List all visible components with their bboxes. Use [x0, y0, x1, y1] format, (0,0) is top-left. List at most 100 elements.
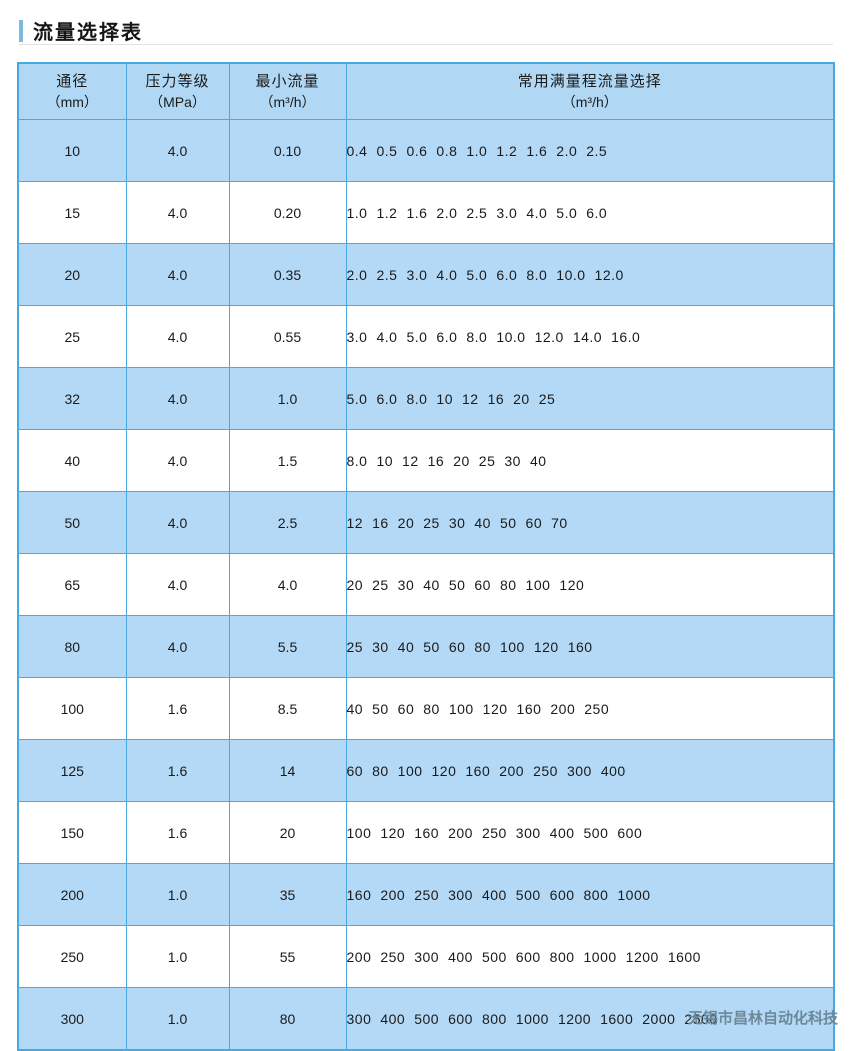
range-value: 16	[427, 452, 445, 469]
column-header-diameter-label: 通径	[56, 72, 89, 90]
range-value: 10	[376, 452, 394, 469]
range-value: 1000	[617, 886, 651, 903]
range-value: 500	[583, 824, 609, 841]
range-value: 300	[414, 948, 440, 965]
range-value: 5.0	[346, 390, 368, 407]
range-value: 160	[465, 762, 491, 779]
range-value: 500	[481, 948, 507, 965]
range-value: 20	[513, 390, 530, 407]
range-value: 2500	[684, 1010, 718, 1027]
column-header-range-unit: （m³/h）	[561, 93, 618, 110]
column-header-min-flow-label: 最小流量	[255, 72, 320, 90]
range-value: 1.6	[526, 142, 548, 159]
page-title: 流量选择表	[33, 22, 143, 44]
range-value: 120	[533, 638, 559, 655]
range-value: 60	[525, 514, 543, 531]
cell-min-flow: 0.10	[228, 119, 347, 182]
range-value: 2.0	[436, 204, 458, 221]
cell-pressure: 4.0	[125, 181, 230, 244]
table-row: 25 4.0 0.55 3.0 4.0 5.0 6.0 8.0 10.0 12.0 14.0 16.0	[17, 305, 835, 368]
range-value: 250	[414, 886, 440, 903]
table-row: 10 4.0 0.10 0.4 0.5 0.6 0.8 1.0 1.2 1.6 2.0 2.5	[17, 119, 835, 182]
cell-diameter: 300	[17, 987, 127, 1051]
range-value: 1.0	[466, 142, 488, 159]
cell-diameter: 32	[17, 367, 127, 430]
range-value: 0.5	[376, 142, 398, 159]
range-value: 8.0	[346, 452, 368, 469]
column-header-pressure-unit: （MPa）	[149, 93, 206, 110]
range-value: 400	[448, 948, 473, 965]
range-value: 100	[499, 638, 525, 655]
range-value: 14.0	[572, 328, 603, 345]
range-value: 250	[533, 762, 558, 779]
range-value: 100	[346, 824, 372, 841]
cell-pressure: 1.6	[125, 677, 230, 740]
cell-pressure: 1.0	[125, 987, 230, 1051]
cell-diameter: 20	[17, 243, 127, 306]
flow-selection-table-wrapper: 通径 （mm） 压力等级 （MPa） 最小流量 （m³/h） 常用满量程流量选择…	[17, 62, 835, 1051]
range-value: 250	[481, 824, 507, 841]
range-value: 300	[346, 1010, 372, 1027]
cell-range-list: 8.0 10 12 16 20 25 30 40	[345, 429, 835, 492]
table-row: 200 1.0 35 160 200 250 300 400 500 600 800 1000	[17, 863, 835, 926]
range-value: 0.4	[346, 142, 368, 159]
range-value: 1200	[557, 1010, 592, 1027]
range-value: 50	[372, 700, 389, 717]
range-value: 300	[515, 824, 541, 841]
table-row: 32 4.0 1.0 5.0 6.0 8.0 10 12 16 20 25	[17, 367, 835, 430]
range-value: 6.0	[436, 328, 458, 345]
cell-diameter: 150	[17, 801, 127, 864]
range-value: 40	[397, 638, 415, 655]
cell-range-list: 2.0 2.5 3.0 4.0 5.0 6.0 8.0 10.0 12.0	[345, 243, 835, 306]
table-row: 150 1.6 20 100 120 160 200 250 300 400 500 600	[17, 801, 835, 864]
cell-min-flow: 0.35	[228, 243, 347, 306]
cell-min-flow: 80	[228, 987, 347, 1051]
range-value: 12.0	[534, 328, 564, 345]
range-value: 4.0	[526, 204, 548, 221]
table-row: 250 1.0 55 200 250 300 400 500 600 800 1000 1200 160…	[17, 925, 835, 988]
cell-min-flow: 55	[228, 925, 347, 988]
cell-min-flow: 35	[228, 863, 347, 926]
range-value: 70	[551, 514, 568, 531]
table-row: 20 4.0 0.35 2.0 2.5 3.0 4.0 5.0 6.0 8.0 10.0 12.0	[17, 243, 835, 306]
range-value: 200	[346, 948, 372, 965]
range-value: 20	[453, 452, 470, 469]
range-value: 25	[538, 390, 556, 407]
range-value: 8.0	[406, 390, 428, 407]
cell-range-list: 25 30 40 50 60 80 100 120 160	[345, 615, 835, 678]
table-row: 65 4.0 4.0 20 25 30 40 50 60 80 100 120	[17, 553, 835, 616]
cell-diameter: 250	[17, 925, 127, 988]
range-value: 1000	[515, 1010, 549, 1027]
range-value: 30	[448, 514, 466, 531]
cell-range-list: 0.4 0.5 0.6 0.8 1.0 1.2 1.6 2.0 2.5	[345, 119, 835, 182]
range-value: 80	[372, 762, 389, 779]
range-value: 200	[380, 886, 406, 903]
cell-min-flow: 8.5	[228, 677, 347, 740]
range-value: 100	[448, 700, 474, 717]
cell-diameter: 100	[17, 677, 127, 740]
range-value: 1000	[583, 948, 617, 965]
range-value: 5.0	[556, 204, 578, 221]
range-value: 400	[380, 1010, 406, 1027]
range-value: 5.0	[406, 328, 428, 345]
range-value: 25	[346, 638, 364, 655]
watermark-corner-text: 无锡市昌林自动化科技	[687, 1010, 838, 1027]
range-value: 120	[559, 576, 585, 593]
cell-range-list: 40 50 60 80 100 120 160 200 250	[345, 677, 835, 740]
range-value: 120	[431, 762, 457, 779]
cell-range-list: 160 200 250 300 400 500 600 800 1000	[345, 863, 835, 926]
range-value: 12	[346, 514, 364, 531]
range-value: 2.0	[556, 142, 578, 159]
range-value: 6.0	[376, 390, 398, 407]
cell-range-list: 12 16 20 25 30 40 50 60 70	[345, 491, 835, 554]
range-value: 60	[474, 576, 491, 593]
range-value: 160	[567, 638, 593, 655]
table-row: 100 1.6 8.5 40 50 60 80 100 120 160 200 250	[17, 677, 835, 740]
range-value: 2.5	[586, 142, 608, 159]
range-value: 160	[414, 824, 440, 841]
range-value: 0.6	[406, 142, 428, 159]
range-value: 30	[504, 452, 521, 469]
column-header-pressure-label: 压力等级	[145, 72, 210, 90]
column-header-range-label: 常用满量程流量选择	[517, 72, 662, 90]
range-value: 1.6	[406, 204, 428, 221]
